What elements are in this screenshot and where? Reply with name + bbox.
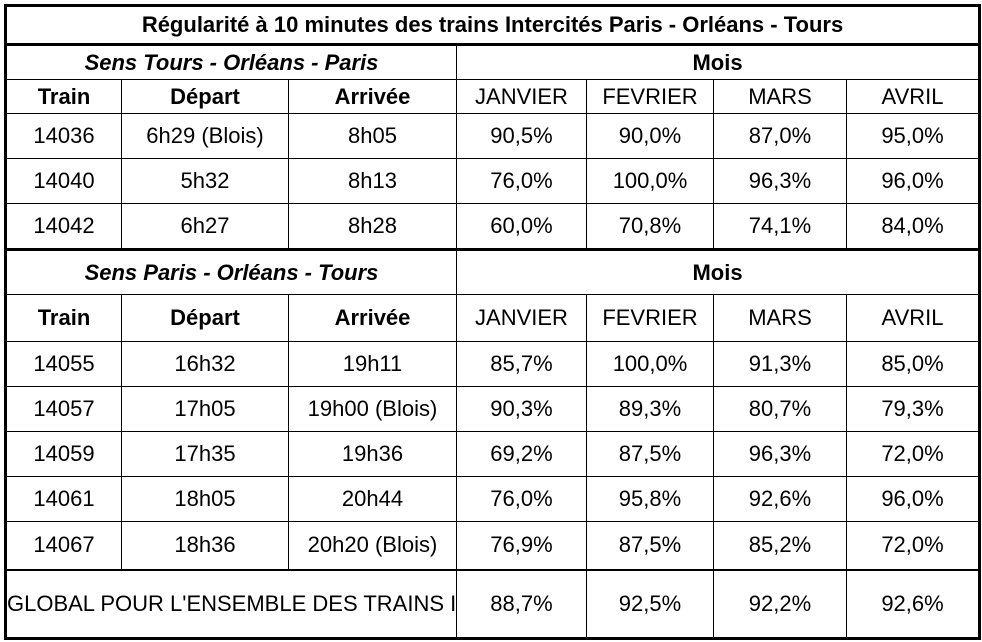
regularity-table: Régularité à 10 minutes des trains Inter… bbox=[4, 4, 982, 640]
global-pct-cell: 92,5% bbox=[586, 568, 714, 639]
table-row: 14042 6h27 8h28 60,0% 70,8% 74,1% 84,0% bbox=[5, 203, 981, 250]
month-group-label: Mois bbox=[455, 248, 981, 295]
pct-cell: 90,5% bbox=[456, 113, 587, 159]
column-header-avril: AVRIL bbox=[845, 294, 981, 342]
global-summary-label: GLOBAL POUR L'ENSEMBLE DES TRAINS INTERC… bbox=[5, 568, 457, 639]
global-pct-cell: 92,2% bbox=[713, 568, 847, 639]
column-header-depart: Départ bbox=[121, 79, 289, 114]
pct-cell: 60,0% bbox=[456, 203, 587, 250]
section1-column-header-row: Train Départ Arrivée JANVIER FEVRIER MAR… bbox=[5, 79, 981, 114]
train-number-cell: 14067 bbox=[5, 521, 122, 570]
pct-cell: 84,0% bbox=[845, 203, 981, 250]
arrival-time-cell: 20h44 bbox=[288, 476, 457, 522]
departure-time-cell: 6h27 bbox=[121, 203, 289, 250]
departure-time-cell: 18h05 bbox=[121, 476, 289, 522]
table-row: 14057 17h05 19h00 (Blois) 90,3% 89,3% 80… bbox=[5, 386, 981, 432]
table-row: 14036 6h29 (Blois) 8h05 90,5% 90,0% 87,0… bbox=[5, 113, 981, 159]
pct-cell: 85,0% bbox=[845, 341, 981, 387]
pct-cell: 89,3% bbox=[586, 386, 714, 432]
pct-cell: 100,0% bbox=[586, 341, 714, 387]
global-pct-cell: 92,6% bbox=[845, 568, 981, 639]
train-number-cell: 14055 bbox=[5, 341, 122, 387]
pct-cell: 79,3% bbox=[845, 386, 981, 432]
column-header-mars: MARS bbox=[713, 79, 847, 114]
pct-cell: 85,7% bbox=[456, 341, 587, 387]
column-header-fevrier: FEVRIER bbox=[586, 79, 714, 114]
arrival-time-cell: 20h20 (Blois) bbox=[288, 521, 457, 570]
train-number-cell: 14042 bbox=[5, 203, 122, 250]
pct-cell: 69,2% bbox=[456, 431, 587, 477]
pct-cell: 74,1% bbox=[713, 203, 847, 250]
arrival-time-cell: 19h11 bbox=[288, 341, 457, 387]
pct-cell: 85,2% bbox=[713, 521, 847, 570]
pct-cell: 96,0% bbox=[845, 158, 981, 204]
departure-time-cell: 6h29 (Blois) bbox=[121, 113, 289, 159]
pct-cell: 70,8% bbox=[586, 203, 714, 250]
arrival-time-cell: 8h13 bbox=[288, 158, 457, 204]
pct-cell: 87,0% bbox=[713, 113, 847, 159]
pct-cell: 72,0% bbox=[845, 431, 981, 477]
pct-cell: 76,0% bbox=[456, 476, 587, 522]
train-number-cell: 14057 bbox=[5, 386, 122, 432]
section2-column-header-row: Train Départ Arrivée JANVIER FEVRIER MAR… bbox=[5, 294, 981, 342]
departure-time-cell: 17h35 bbox=[121, 431, 289, 477]
column-header-fevrier: FEVRIER bbox=[586, 294, 714, 342]
departure-time-cell: 16h32 bbox=[121, 341, 289, 387]
train-number-cell: 14059 bbox=[5, 431, 122, 477]
column-header-arrivee: Arrivée bbox=[288, 79, 457, 114]
month-group-label: Mois bbox=[455, 44, 981, 80]
table-row: 14059 17h35 19h36 69,2% 87,5% 96,3% 72,0… bbox=[5, 431, 981, 477]
pct-cell: 72,0% bbox=[845, 521, 981, 570]
table-row: 14040 5h32 8h13 76,0% 100,0% 96,3% 96,0% bbox=[5, 158, 981, 204]
pct-cell: 87,5% bbox=[586, 431, 714, 477]
arrival-time-cell: 19h00 (Blois) bbox=[288, 386, 457, 432]
title-row: Régularité à 10 minutes des trains Inter… bbox=[4, 5, 981, 46]
departure-time-cell: 17h05 bbox=[121, 386, 289, 432]
column-header-avril: AVRIL bbox=[845, 79, 981, 114]
departure-time-cell: 18h36 bbox=[121, 521, 289, 570]
pct-cell: 90,0% bbox=[586, 113, 714, 159]
pct-cell: 95,0% bbox=[845, 113, 981, 159]
global-pct-cell: 88,7% bbox=[456, 568, 587, 639]
section1-header-row: Sens Tours - Orléans - Paris Mois bbox=[5, 44, 981, 80]
column-header-janvier: JANVIER bbox=[456, 79, 587, 114]
column-header-train: Train bbox=[5, 79, 122, 114]
arrival-time-cell: 19h36 bbox=[288, 431, 457, 477]
pct-cell: 76,0% bbox=[456, 158, 587, 204]
pct-cell: 96,3% bbox=[713, 158, 847, 204]
pct-cell: 100,0% bbox=[586, 158, 714, 204]
arrival-time-cell: 8h28 bbox=[288, 203, 457, 250]
pct-cell: 95,8% bbox=[586, 476, 714, 522]
column-header-train: Train bbox=[5, 294, 122, 342]
column-header-arrivee: Arrivée bbox=[288, 294, 457, 342]
table-row: 14067 18h36 20h20 (Blois) 76,9% 87,5% 85… bbox=[5, 521, 981, 570]
page-title: Régularité à 10 minutes des trains Inter… bbox=[4, 5, 981, 46]
column-header-mars: MARS bbox=[713, 294, 847, 342]
arrival-time-cell: 8h05 bbox=[288, 113, 457, 159]
pct-cell: 96,0% bbox=[845, 476, 981, 522]
pct-cell: 80,7% bbox=[713, 386, 847, 432]
pct-cell: 87,5% bbox=[586, 521, 714, 570]
departure-time-cell: 5h32 bbox=[121, 158, 289, 204]
pct-cell: 96,3% bbox=[713, 431, 847, 477]
section2-label: Sens Paris - Orléans - Tours bbox=[5, 248, 457, 295]
train-number-cell: 14040 bbox=[5, 158, 122, 204]
column-header-janvier: JANVIER bbox=[456, 294, 587, 342]
section2-header-row: Sens Paris - Orléans - Tours Mois bbox=[5, 248, 981, 295]
column-header-depart: Départ bbox=[121, 294, 289, 342]
table-row: 14055 16h32 19h11 85,7% 100,0% 91,3% 85,… bbox=[5, 341, 981, 387]
pct-cell: 91,3% bbox=[713, 341, 847, 387]
train-number-cell: 14061 bbox=[5, 476, 122, 522]
global-summary-row: GLOBAL POUR L'ENSEMBLE DES TRAINS INTERC… bbox=[5, 568, 981, 639]
train-number-cell: 14036 bbox=[5, 113, 122, 159]
pct-cell: 92,6% bbox=[713, 476, 847, 522]
section1-label: Sens Tours - Orléans - Paris bbox=[5, 44, 457, 80]
pct-cell: 76,9% bbox=[456, 521, 587, 570]
pct-cell: 90,3% bbox=[456, 386, 587, 432]
table-row: 14061 18h05 20h44 76,0% 95,8% 92,6% 96,0… bbox=[5, 476, 981, 522]
